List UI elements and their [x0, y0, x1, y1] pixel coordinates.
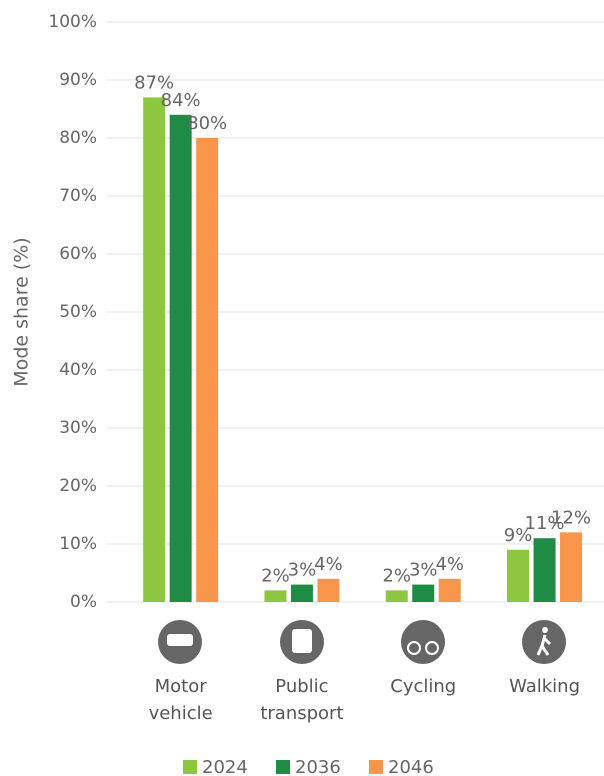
y-tick-label: 70%	[59, 186, 97, 206]
bar	[385, 590, 408, 602]
icons	[158, 620, 566, 664]
data-label: 12%	[551, 507, 591, 528]
data-label: 3%	[409, 560, 438, 581]
x-tick-label-box: Walking	[509, 676, 581, 697]
legend-swatch	[276, 760, 290, 774]
body	[536, 634, 552, 656]
bar	[143, 97, 166, 603]
data-label: 2%	[261, 565, 290, 586]
y-tick-label: 80%	[59, 128, 97, 148]
y-tick-label: 40%	[59, 360, 97, 380]
bar	[560, 532, 583, 602]
head	[542, 627, 548, 633]
legend-label: 2046	[388, 757, 434, 776]
wheel	[425, 641, 439, 655]
x-tick-label-box: Motor vehicle	[148, 676, 213, 724]
data-label: 2%	[382, 565, 411, 586]
bus-body	[292, 629, 312, 653]
wheel	[407, 641, 421, 655]
bar	[412, 584, 435, 602]
data-label: 80%	[187, 113, 227, 134]
bar	[264, 590, 287, 602]
x-tick-label: Cycling	[390, 676, 457, 697]
bar	[169, 114, 192, 603]
y-axis-label: Mode share (%)	[11, 237, 33, 386]
y-tick-label: 20%	[59, 476, 97, 496]
bar	[290, 584, 313, 602]
x-tick-label-box: Public transport	[260, 676, 344, 724]
data-label: 4%	[314, 554, 343, 575]
y-tick-label: 50%	[59, 302, 97, 322]
data-label: 9%	[504, 525, 533, 546]
data-label: 87%	[134, 72, 174, 93]
y-tick-label: 10%	[59, 534, 97, 554]
data-label: 4%	[435, 554, 464, 575]
bar	[533, 538, 556, 602]
legend-label: 2024	[202, 757, 248, 776]
data-label: 11%	[525, 513, 565, 534]
x-tick-label: Walking	[509, 676, 581, 697]
legend-swatch	[183, 760, 197, 774]
bar	[317, 578, 340, 602]
y-tick-label: 0%	[70, 592, 97, 612]
bar	[507, 549, 530, 602]
y-tick-label: 90%	[59, 70, 97, 90]
x-tick-label: Motor vehicle	[148, 676, 213, 724]
y-tick-label: 60%	[59, 244, 97, 264]
bike-icon	[401, 620, 445, 664]
y-tick-label: 30%	[59, 418, 97, 438]
data-label: 84%	[161, 90, 201, 111]
x-tick-label: Public transport	[260, 676, 344, 724]
data-label: 3%	[288, 560, 317, 581]
car-body	[167, 634, 193, 646]
legend-label: 2036	[295, 757, 341, 776]
legend-swatch	[369, 760, 383, 774]
y-tick-label: 100%	[48, 12, 97, 32]
bar	[438, 578, 461, 602]
x-tick-label-box: Cycling	[390, 676, 457, 697]
bar	[196, 138, 219, 602]
